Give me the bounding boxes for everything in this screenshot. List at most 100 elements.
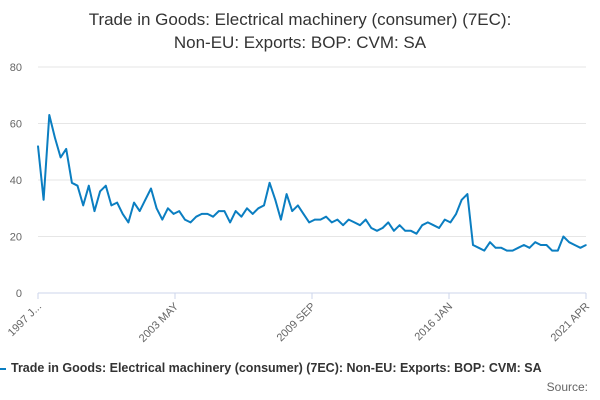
data-point[interactable] — [393, 230, 395, 232]
data-point[interactable] — [460, 199, 463, 201]
data-point[interactable] — [302, 213, 305, 215]
data-point[interactable] — [557, 249, 559, 252]
data-point[interactable] — [212, 215, 214, 218]
data-point[interactable] — [364, 218, 367, 221]
data-point[interactable] — [381, 227, 384, 229]
data-point[interactable] — [105, 184, 107, 187]
data-point[interactable] — [189, 221, 192, 224]
data-point[interactable] — [155, 207, 158, 210]
data-point[interactable] — [342, 224, 344, 226]
data-point[interactable] — [234, 210, 237, 212]
data-point[interactable] — [76, 184, 79, 187]
data-point[interactable] — [93, 210, 96, 212]
data-point[interactable] — [432, 224, 435, 226]
data-point[interactable] — [240, 215, 243, 218]
data-point[interactable] — [472, 244, 474, 246]
data-point[interactable] — [347, 218, 350, 221]
data-point[interactable] — [404, 230, 407, 232]
data-point[interactable] — [138, 210, 141, 212]
data-point[interactable] — [438, 227, 440, 229]
data-point[interactable] — [65, 148, 67, 150]
data-point[interactable] — [353, 221, 356, 224]
data-point[interactable] — [246, 207, 248, 210]
data-point[interactable] — [54, 136, 56, 139]
data-point[interactable] — [562, 235, 565, 238]
legend[interactable]: Trade in Goods: Electrical machinery (co… — [0, 361, 600, 377]
data-point[interactable] — [540, 244, 542, 246]
data-point[interactable] — [206, 213, 209, 215]
data-point[interactable] — [427, 221, 429, 224]
data-point[interactable] — [178, 210, 180, 212]
data-point[interactable] — [184, 218, 186, 221]
data-point[interactable] — [489, 241, 491, 243]
data-point[interactable] — [359, 224, 361, 226]
data-point[interactable] — [37, 145, 39, 147]
data-point[interactable] — [42, 199, 45, 201]
data-point[interactable] — [257, 207, 260, 210]
data-point[interactable] — [336, 218, 339, 221]
data-point[interactable] — [506, 249, 508, 252]
data-point[interactable] — [415, 232, 418, 235]
data-point[interactable] — [331, 221, 333, 224]
data-point[interactable] — [285, 193, 288, 195]
data-point[interactable] — [455, 213, 457, 215]
data-point[interactable] — [523, 244, 525, 246]
data-point[interactable] — [477, 247, 480, 249]
data-point[interactable] — [325, 215, 327, 218]
data-point[interactable] — [116, 201, 118, 204]
data-point[interactable] — [172, 213, 175, 215]
data-point[interactable] — [483, 249, 486, 252]
data-point[interactable] — [251, 213, 254, 215]
data-point[interactable] — [150, 187, 152, 190]
data-point[interactable] — [494, 247, 497, 249]
data-point[interactable] — [291, 210, 294, 212]
data-point[interactable] — [133, 201, 135, 204]
data-point[interactable] — [127, 221, 130, 224]
data-point[interactable] — [376, 230, 378, 232]
data-point[interactable] — [229, 221, 231, 224]
data-point[interactable] — [59, 156, 62, 159]
data-point[interactable] — [534, 241, 536, 243]
data-point[interactable] — [319, 218, 322, 221]
data-point[interactable] — [71, 182, 73, 184]
data-point[interactable] — [517, 247, 519, 249]
data-point[interactable] — [370, 227, 373, 229]
data-point[interactable] — [48, 114, 51, 116]
data-point[interactable] — [528, 247, 531, 249]
data-point[interactable] — [545, 244, 548, 246]
data-point[interactable] — [161, 218, 164, 221]
data-point[interactable] — [410, 230, 412, 232]
data-point[interactable] — [551, 249, 553, 252]
data-point[interactable] — [88, 184, 90, 187]
data-point[interactable] — [263, 204, 265, 207]
data-point[interactable] — [121, 213, 124, 215]
data-point[interactable] — [421, 224, 424, 226]
data-point[interactable] — [99, 190, 101, 193]
data-point[interactable] — [195, 215, 197, 218]
data-point[interactable] — [201, 213, 203, 215]
data-point[interactable] — [579, 247, 582, 249]
data-point[interactable] — [314, 218, 316, 221]
data-point[interactable] — [500, 247, 503, 249]
data-point[interactable] — [585, 244, 587, 246]
data-point[interactable] — [218, 210, 220, 212]
data-point[interactable] — [449, 221, 452, 224]
data-point[interactable] — [274, 199, 277, 201]
data-point[interactable] — [167, 207, 169, 210]
data-point[interactable] — [82, 204, 84, 207]
data-point[interactable] — [568, 241, 570, 243]
data-point[interactable] — [387, 221, 390, 224]
series-line[interactable] — [37, 114, 587, 252]
data-point[interactable] — [297, 204, 299, 207]
data-point[interactable] — [511, 249, 514, 252]
data-point[interactable] — [280, 218, 282, 221]
data-point[interactable] — [223, 210, 226, 212]
data-point[interactable] — [268, 182, 271, 184]
data-point[interactable] — [398, 224, 401, 226]
data-point[interactable] — [444, 218, 446, 221]
data-point[interactable] — [308, 221, 311, 224]
data-point[interactable] — [466, 193, 469, 195]
data-point[interactable] — [573, 244, 576, 246]
data-point[interactable] — [144, 199, 147, 201]
data-point[interactable] — [110, 204, 113, 207]
